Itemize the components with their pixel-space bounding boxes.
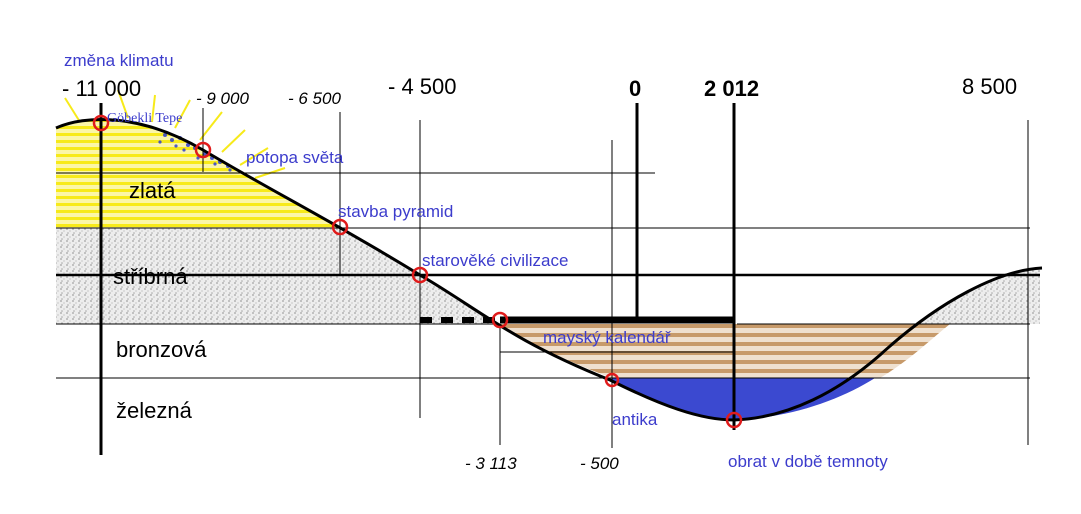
vertical-grid	[99, 103, 1029, 455]
event-markers	[92, 114, 743, 429]
marker-antiquity	[604, 372, 620, 388]
event-label-flood: potopa světa	[246, 148, 344, 167]
marker-ancient-civilizations	[411, 266, 429, 284]
event-label-climate-change: změna klimatu	[64, 51, 174, 70]
event-label-antiquity: antika	[612, 410, 658, 429]
marker-flood	[194, 141, 212, 159]
marker-pyramids	[331, 218, 349, 236]
event-label-mayan-calendar: mayský kalendář	[543, 328, 671, 347]
marker-dark-age	[725, 411, 743, 429]
event-label-pyramids: stavba pyramid	[338, 202, 453, 221]
year-label-11000: - 11 000	[62, 76, 141, 101]
year-label-9000: - 9 000	[196, 89, 249, 108]
year-label-2012: 2 012	[704, 76, 759, 101]
marker-mayan-calendar	[491, 311, 509, 329]
age-label-iron: železná	[116, 398, 193, 423]
year-label-3113: - 3 113	[465, 454, 517, 473]
year-label-500: - 500	[580, 454, 619, 473]
event-label-dark-age: obrat v době temnoty	[728, 452, 888, 471]
event-label-gobekli-tepe: Göbekli Tepe	[107, 111, 182, 126]
age-label-golden: zlatá	[129, 178, 176, 203]
band-golden	[56, 119, 340, 228]
age-label-bronze: bronzová	[116, 337, 207, 362]
horizontal-grid	[56, 172, 1030, 379]
year-label-4500: - 4 500	[388, 74, 457, 99]
band-iron	[612, 378, 875, 420]
marker-climate-change	[92, 114, 110, 132]
year-label-8500: 8 500	[962, 74, 1017, 99]
event-label-ancient-civilizations: starověké civilizace	[422, 251, 568, 270]
year-label-0: 0	[629, 76, 641, 101]
age-label-silver: stříbrná	[113, 264, 188, 289]
year-label-6500: - 6 500	[288, 89, 341, 108]
cycle-curve	[55, 117, 1043, 422]
